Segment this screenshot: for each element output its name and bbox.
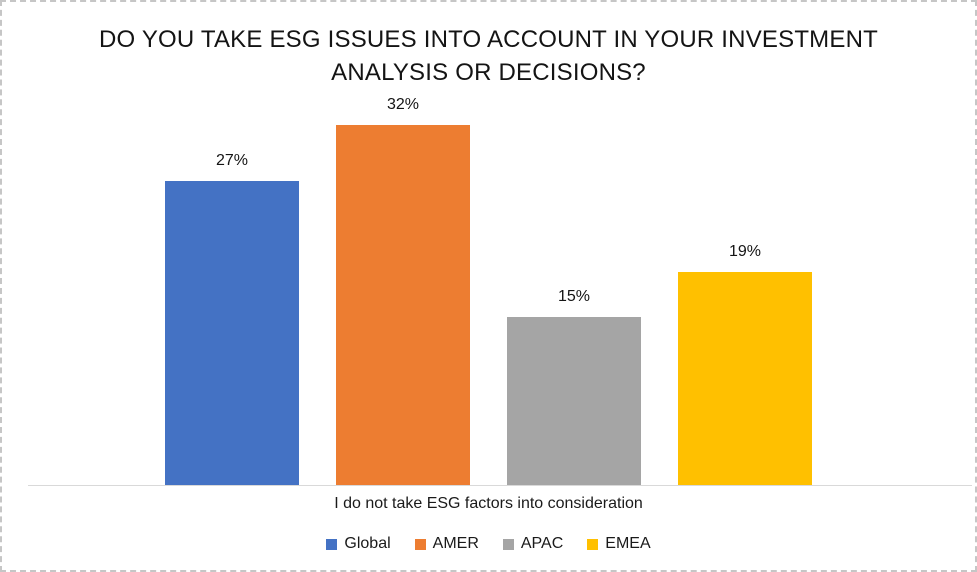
legend: Global AMER APAC EMEA <box>2 535 975 553</box>
bar-emea <box>678 272 812 486</box>
bar-column-apac: 15% <box>507 288 641 486</box>
bar-column-amer: 32% <box>336 96 470 486</box>
legend-label-emea: EMEA <box>605 535 651 552</box>
legend-item-amer: AMER <box>414 535 479 553</box>
legend-swatch-emea <box>587 538 599 550</box>
legend-item-emea: EMEA <box>587 535 651 553</box>
bar-global <box>165 181 299 486</box>
legend-label-amer: AMER <box>432 535 479 552</box>
data-label-amer: 32% <box>386 96 420 113</box>
x-axis-line <box>28 485 972 486</box>
data-label-apac: 15% <box>557 288 591 305</box>
legend-swatch-amer <box>414 538 426 550</box>
legend-label-global: Global <box>344 535 391 552</box>
data-label-global: 27% <box>215 152 249 169</box>
x-axis-category-label: I do not take ESG factors into considera… <box>334 495 643 512</box>
bar-column-global: 27% <box>165 152 299 486</box>
legend-swatch-global <box>326 538 338 550</box>
chart-title: DO YOU TAKE ESG ISSUES INTO ACCOUNT IN Y… <box>99 26 878 86</box>
bar-amer <box>336 125 470 486</box>
bars-group: 27% 32% 15% 19% <box>2 86 975 486</box>
legend-swatch-apac <box>502 538 514 550</box>
data-label-emea: 19% <box>728 243 762 260</box>
legend-item-global: Global <box>326 535 391 553</box>
legend-item-apac: APAC <box>502 535 564 553</box>
legend-label-apac: APAC <box>520 535 564 552</box>
bar-apac <box>507 317 641 486</box>
bar-column-emea: 19% <box>678 243 812 486</box>
